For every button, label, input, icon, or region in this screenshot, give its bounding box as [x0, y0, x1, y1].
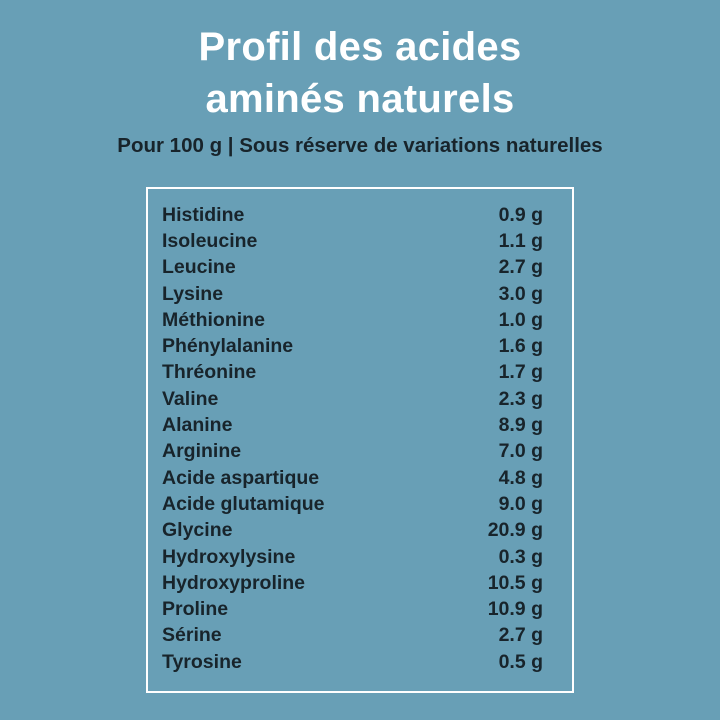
page-title-line1: Profil des acides [198, 25, 522, 69]
amino-acid-value: 9.0 g [498, 492, 543, 515]
table-row: Lysine 3.0 g [162, 281, 543, 307]
amino-acid-value: 0.9 g [498, 203, 543, 226]
amino-acid-value: 1.1 g [498, 229, 543, 252]
table-row: Glycine 20.9 g [162, 518, 543, 544]
table-row: Isoleucine 1.1 g [162, 228, 543, 254]
amino-acid-name: Lysine [162, 282, 224, 305]
amino-acid-value: 8.9 g [498, 414, 543, 437]
amino-acid-value: 2.7 g [498, 624, 543, 647]
page-title-line2: aminés naturels [205, 77, 515, 121]
table-row: Tyrosine 0.5 g [162, 649, 543, 675]
table-row: Hydroxylysine 0.3 g [162, 544, 543, 570]
amino-acid-value: 2.7 g [498, 256, 543, 279]
amino-acid-value: 1.6 g [498, 335, 543, 358]
table-row: Thréonine 1.7 g [162, 360, 543, 386]
table-row: Sérine 2.7 g [162, 623, 543, 649]
amino-acid-value: 4.8 g [498, 466, 543, 489]
amino-acid-name: Arginine [162, 440, 242, 463]
table-row: Phénylalanine 1.6 g [162, 333, 543, 359]
table-row: Méthionine 1.0 g [162, 307, 543, 333]
amino-acid-value: 10.5 g [487, 571, 543, 594]
page-title: Profil des acides aminés naturels [0, 0, 720, 125]
amino-acid-value: 1.0 g [498, 308, 543, 331]
amino-acid-value: 0.3 g [498, 545, 543, 568]
table-row: Histidine 0.9 g [162, 202, 543, 228]
table-row: Acide aspartique 4.8 g [162, 465, 543, 491]
table-row: Leucine 2.7 g [162, 255, 543, 281]
subtitle: Pour 100 g | Sous réserve de variations … [117, 134, 603, 157]
amino-acid-name: Valine [162, 387, 219, 410]
table-row: Hydroxyproline 10.5 g [162, 570, 543, 596]
amino-acid-value: 3.0 g [498, 282, 543, 305]
amino-acid-name: Phénylalanine [162, 335, 294, 358]
amino-acid-name: Acide glutamique [162, 492, 325, 515]
amino-acid-name: Sérine [162, 624, 222, 647]
table-row: Acide glutamique 9.0 g [162, 491, 543, 517]
amino-acid-value: 2.3 g [498, 387, 543, 410]
amino-acid-name: Histidine [162, 203, 245, 226]
amino-acid-value: 0.5 g [498, 650, 543, 673]
amino-acid-name: Acide aspartique [162, 466, 320, 489]
amino-acid-name: Hydroxyproline [162, 571, 306, 594]
amino-acid-name: Thréonine [162, 361, 257, 384]
amino-acid-value: 20.9 g [487, 519, 543, 542]
amino-acid-value: 1.7 g [498, 361, 543, 384]
amino-acid-name: Tyrosine [162, 650, 242, 673]
table-row: Alanine 8.9 g [162, 412, 543, 438]
amino-acid-name: Méthionine [162, 308, 265, 331]
amino-acid-name: Alanine [162, 414, 233, 437]
amino-acid-name: Proline [162, 598, 229, 621]
amino-acid-value: 10.9 g [487, 598, 543, 621]
table-row: Valine 2.3 g [162, 386, 543, 412]
table-row: Proline 10.9 g [162, 596, 543, 622]
table-row: Arginine 7.0 g [162, 439, 543, 465]
amino-acid-value: 7.0 g [498, 440, 543, 463]
amino-acid-table: Histidine 0.9 g Isoleucine 1.1 g Leucine 2.7 … [146, 187, 574, 693]
amino-acid-name: Hydroxylysine [162, 545, 296, 568]
amino-acid-name: Isoleucine [162, 229, 258, 252]
amino-acid-name: Leucine [162, 256, 236, 279]
amino-acid-name: Glycine [162, 519, 233, 542]
